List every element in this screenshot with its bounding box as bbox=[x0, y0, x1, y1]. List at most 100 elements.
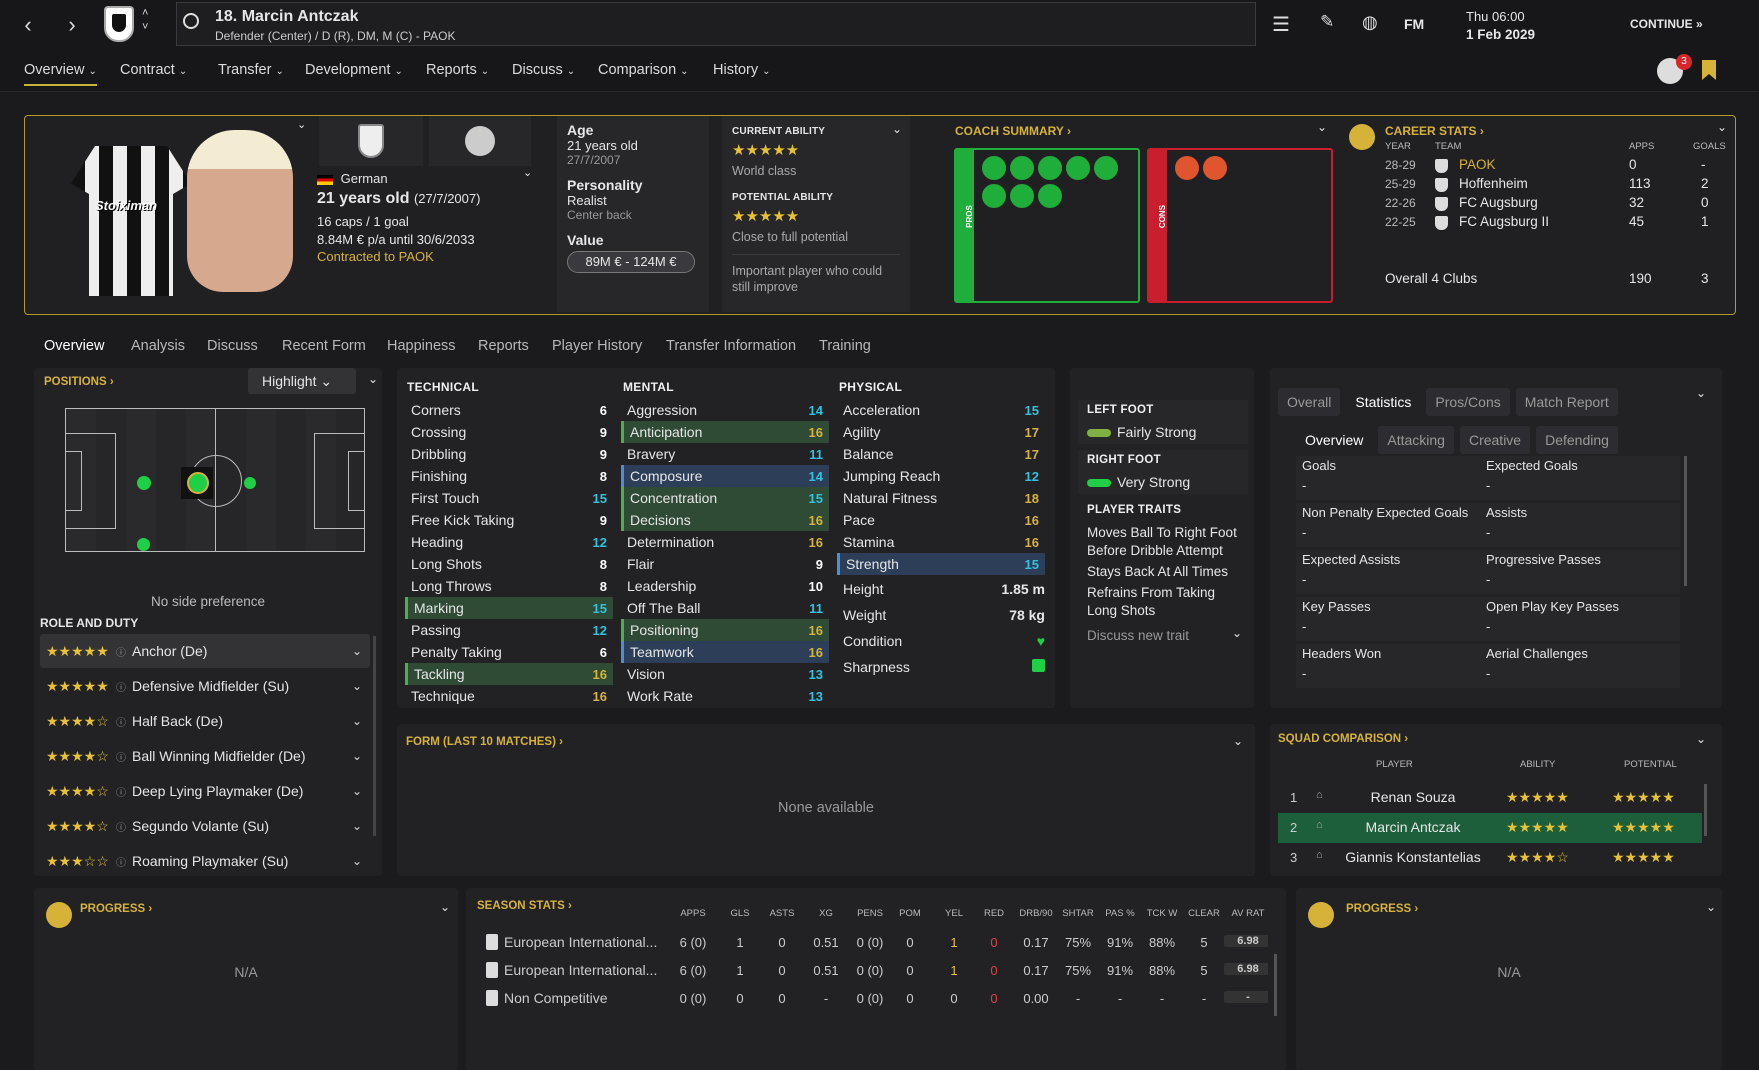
position-dot[interactable] bbox=[137, 538, 150, 551]
attr-long-shots[interactable]: Long Shots 8 bbox=[405, 553, 613, 575]
attr-work-rate[interactable]: Work Rate 13 bbox=[621, 685, 829, 707]
role-row[interactable]: ★★★★★ ⓘ Anchor (De) ⌄ bbox=[40, 634, 370, 668]
progress-title-right[interactable]: PROGRESS › bbox=[1346, 903, 1419, 915]
stats-tab-overall[interactable]: Overall bbox=[1278, 388, 1341, 416]
role-row[interactable]: ★★★★☆ ⓘ Half Back (De) ⌄ bbox=[40, 704, 370, 738]
info-icon[interactable]: ⓘ bbox=[116, 647, 126, 659]
info-icon[interactable]: ⓘ bbox=[116, 752, 126, 764]
info-icon[interactable]: ⓘ bbox=[116, 857, 126, 869]
national-badge-box[interactable] bbox=[429, 116, 531, 166]
attr-technique[interactable]: Technique 16 bbox=[405, 685, 613, 707]
squad-chevron-icon[interactable]: ⌄ bbox=[1696, 732, 1707, 746]
menu-comparison[interactable]: Comparison ⌄ bbox=[598, 62, 689, 78]
attr-agility[interactable]: Agility 17 bbox=[837, 421, 1045, 443]
attr-positioning[interactable]: Positioning 16 bbox=[621, 619, 829, 641]
menu-development[interactable]: Development ⌄ bbox=[305, 62, 403, 78]
stats-subtab-creative[interactable]: Creative bbox=[1459, 426, 1531, 454]
attr-first-touch[interactable]: First Touch 15 bbox=[405, 487, 613, 509]
attr-leadership[interactable]: Leadership 10 bbox=[621, 575, 829, 597]
dna-icon[interactable] bbox=[1010, 156, 1034, 180]
attr-determination[interactable]: Determination 16 bbox=[621, 531, 829, 553]
role-row[interactable]: ★★★★★ ⓘ Defensive Midfielder (Su) ⌄ bbox=[40, 669, 370, 703]
role-row[interactable]: ★★★★☆ ⓘ Ball Winning Midfielder (De) ⌄ bbox=[40, 739, 370, 773]
tab-happiness[interactable]: Happiness bbox=[387, 338, 456, 354]
discuss-new-trait[interactable]: Discuss new trait bbox=[1087, 628, 1190, 643]
brain-icon[interactable] bbox=[1038, 156, 1062, 180]
player-search-box[interactable]: 18. Marcin Antczak Defender (Center) / D… bbox=[176, 2, 1256, 46]
chevron-down-icon[interactable]: ⌄ bbox=[351, 819, 362, 833]
player-trait[interactable]: Refrains From Taking Long Shots bbox=[1087, 585, 1216, 618]
globe-icon[interactable]: ◍ bbox=[1362, 12, 1378, 32]
attr-decisions[interactable]: Decisions 16 bbox=[621, 509, 829, 531]
attr-stamina[interactable]: Stamina 16 bbox=[837, 531, 1045, 553]
role-row[interactable]: ★★★★☆ ⓘ Segundo Volante (Su) ⌄ bbox=[40, 809, 370, 843]
career-chevron-icon[interactable]: ⌄ bbox=[1717, 120, 1728, 134]
natural-position-dot[interactable] bbox=[187, 472, 209, 494]
footprints-icon[interactable] bbox=[1010, 184, 1034, 208]
attr-flair[interactable]: Flair 9 bbox=[621, 553, 829, 575]
injury-icon[interactable] bbox=[1175, 156, 1199, 180]
attr-composure[interactable]: Composure 14 bbox=[621, 465, 829, 487]
attr-vision[interactable]: Vision 13 bbox=[621, 663, 829, 685]
attr-jumping-reach[interactable]: Jumping Reach 12 bbox=[837, 465, 1045, 487]
season-competition[interactable]: European International... bbox=[504, 962, 658, 978]
attr-long-throws[interactable]: Long Throws 8 bbox=[405, 575, 613, 597]
menu-icon[interactable]: ☰ bbox=[1272, 14, 1290, 36]
attr-concentration[interactable]: Concentration 15 bbox=[621, 487, 829, 509]
tab-recent-form[interactable]: Recent Form bbox=[282, 338, 366, 354]
trend-up-icon[interactable] bbox=[982, 184, 1006, 208]
stats-subtab-overview[interactable]: Overview bbox=[1305, 432, 1364, 448]
attr-penalty-taking[interactable]: Penalty Taking 6 bbox=[405, 641, 613, 663]
info-icon[interactable]: ⓘ bbox=[116, 787, 126, 799]
attr-anticipation[interactable]: Anticipation 16 bbox=[621, 421, 829, 443]
menu-overview[interactable]: Overview ⌄ bbox=[24, 62, 97, 86]
coach-chevron-icon[interactable]: ⌄ bbox=[1317, 120, 1328, 134]
attr-heading[interactable]: Heading 12 bbox=[405, 531, 613, 553]
season-competition[interactable]: Non Competitive bbox=[504, 990, 608, 1006]
stats-chevron-icon[interactable]: ⌄ bbox=[1696, 386, 1707, 400]
stats-tab-pros-cons[interactable]: Pros/Cons bbox=[1426, 388, 1510, 416]
edit-icon[interactable]: ✎ bbox=[1320, 12, 1335, 31]
tab-reports[interactable]: Reports bbox=[478, 338, 529, 354]
attr-acceleration[interactable]: Acceleration 15 bbox=[837, 399, 1045, 421]
menu-history[interactable]: History ⌄ bbox=[713, 62, 771, 78]
squad-row[interactable]: 3 ⌂ Giannis Konstantelias ★★★★☆ ★★★★★ bbox=[1278, 843, 1702, 873]
attr-crossing[interactable]: Crossing 9 bbox=[405, 421, 613, 443]
boot-icon[interactable] bbox=[1094, 156, 1118, 180]
progress-title-left[interactable]: PROGRESS › bbox=[80, 903, 153, 915]
stats-subtab-attacking[interactable]: Attacking bbox=[1378, 426, 1454, 454]
bookmark-icon[interactable] bbox=[1702, 60, 1716, 80]
player-trait[interactable]: Stays Back At All Times bbox=[1087, 564, 1229, 579]
season-competition[interactable]: European International... bbox=[504, 934, 658, 950]
stats-tab-statistics[interactable]: Statistics bbox=[1355, 394, 1412, 410]
profile-chevron-icon[interactable]: ⌄ bbox=[523, 167, 533, 179]
info-icon[interactable]: ⓘ bbox=[116, 822, 126, 834]
chevron-down-icon[interactable]: ⌄ bbox=[351, 644, 362, 658]
tab-training[interactable]: Training bbox=[819, 338, 871, 354]
stats-subtab-defending[interactable]: Defending bbox=[1536, 426, 1618, 454]
club-badge-box[interactable] bbox=[319, 116, 423, 166]
stats-tab-match-report[interactable]: Match Report bbox=[1515, 388, 1618, 416]
tab-discuss[interactable]: Discuss bbox=[207, 338, 258, 354]
star-player-icon[interactable] bbox=[982, 156, 1006, 180]
squad-comparison-title[interactable]: SQUAD COMPARISON › bbox=[1278, 733, 1409, 745]
contract-line[interactable]: Contracted to PAOK bbox=[317, 249, 434, 264]
menu-contract[interactable]: Contract ⌄ bbox=[120, 62, 187, 78]
chevron-down-icon[interactable]: ⌄ bbox=[351, 714, 362, 728]
career-stats-title[interactable]: CAREER STATS › bbox=[1385, 124, 1484, 138]
form-title[interactable]: FORM (LAST 10 MATCHES) › bbox=[406, 736, 563, 748]
season-stats-title[interactable]: SEASON STATS › bbox=[477, 900, 572, 912]
fm-logo[interactable]: FM bbox=[1404, 16, 1425, 32]
traits-chevron-icon[interactable]: ⌄ bbox=[1232, 626, 1243, 640]
attr-finishing[interactable]: Finishing 8 bbox=[405, 465, 613, 487]
form-chevron-icon[interactable]: ⌄ bbox=[1233, 734, 1244, 748]
ability-chevron-icon[interactable]: ⌄ bbox=[891, 122, 902, 136]
menu-discuss[interactable]: Discuss ⌄ bbox=[512, 62, 575, 78]
menu-reports[interactable]: Reports ⌄ bbox=[426, 62, 489, 78]
tab-overview[interactable]: Overview bbox=[44, 338, 105, 354]
forward-arrow-icon[interactable]: › bbox=[68, 12, 76, 37]
attr-marking[interactable]: Marking 15 bbox=[405, 597, 613, 619]
chevron-down-icon[interactable]: ⌄ bbox=[351, 679, 362, 693]
attr-balance[interactable]: Balance 17 bbox=[837, 443, 1045, 465]
menu-transfer[interactable]: Transfer ⌄ bbox=[218, 62, 284, 78]
